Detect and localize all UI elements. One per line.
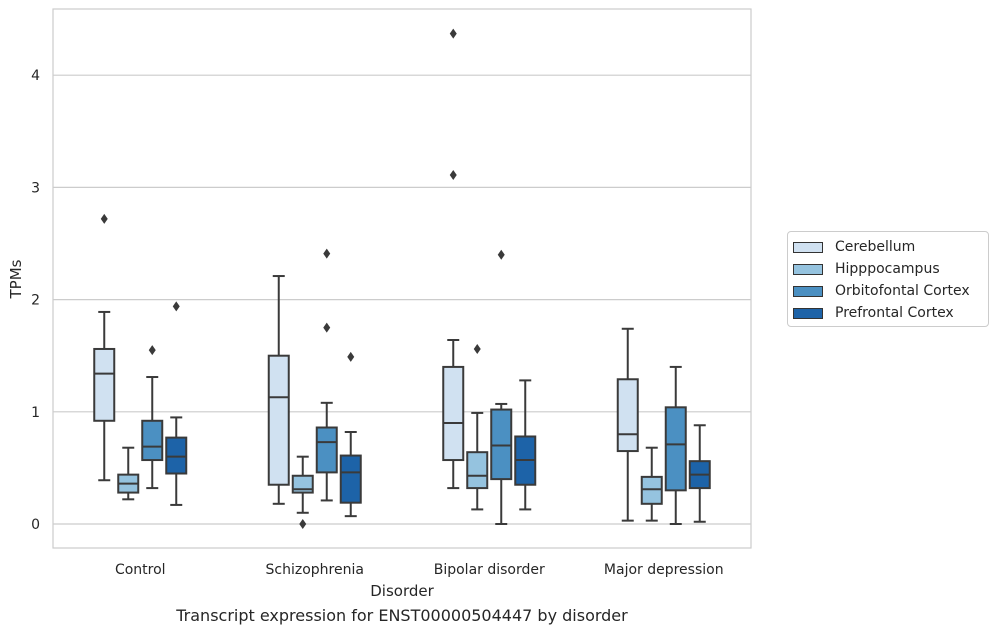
box-iqr: [315, 426, 338, 474]
box-prefrontal-cortex: [339, 351, 362, 518]
box-hipppocampus: [117, 446, 140, 501]
legend-item: Orbitofontal Cortex: [793, 280, 988, 302]
outlier-marker: [100, 213, 108, 224]
x-axis-label: Disorder: [370, 582, 434, 600]
box-iqr: [267, 354, 290, 486]
box-iqr: [141, 419, 164, 462]
box-hipppocampus: [640, 446, 663, 522]
outlier-marker: [323, 248, 331, 259]
x-tick-labels: Control Schizophrenia Bipolar disorder Majo…: [115, 562, 724, 578]
outlier-marker: [497, 249, 505, 260]
legend-item: Hipppocampus: [793, 258, 988, 280]
box-orbitofontal-cortex: [141, 345, 164, 490]
x-tick-label: Schizophrenia: [266, 562, 364, 578]
outlier-marker: [347, 351, 355, 362]
box-hipppocampus: [291, 455, 314, 529]
outlier-marker: [323, 322, 331, 333]
x-tick-label: Bipolar disorder: [434, 562, 545, 578]
plot-frame: [52, 8, 752, 549]
legend-label: Cerebellum: [835, 239, 916, 255]
box-cerebellum: [442, 28, 465, 490]
x-tick-label: Major depression: [604, 562, 724, 578]
box-iqr: [466, 451, 489, 490]
outlier-marker: [148, 345, 156, 356]
y-tick-label: 4: [31, 68, 40, 84]
y-axis-label: TPMs: [7, 259, 25, 299]
y-tick-label: 0: [31, 517, 40, 533]
legend-item: Cerebellum: [793, 236, 988, 258]
x-tick-label: Control: [115, 562, 166, 578]
box-prefrontal-cortex: [514, 379, 537, 511]
box-prefrontal-cortex: [165, 301, 188, 506]
y-tick-labels: 0 1 2 3 4: [31, 68, 40, 533]
legend-label: Prefrontal Cortex: [835, 305, 954, 321]
outlier-marker: [299, 519, 307, 529]
box-iqr: [165, 436, 188, 475]
legend-label: Hipppocampus: [835, 261, 940, 277]
box-iqr: [490, 408, 513, 481]
chart-title: Transcript expression for ENST0000050444…: [176, 606, 628, 625]
box-iqr: [339, 454, 362, 504]
legend-swatch: [793, 307, 823, 319]
y-tick-label: 3: [31, 180, 40, 196]
box-cerebellum: [93, 213, 116, 482]
outlier-marker: [473, 343, 481, 354]
outlier-marker: [172, 301, 180, 312]
legend-swatch: [793, 285, 823, 297]
box-orbitofontal-cortex: [315, 248, 338, 502]
box-iqr: [616, 378, 639, 453]
box-iqr: [93, 347, 116, 422]
legend: Cerebellum Hipppocampus Orbitofontal Corte…: [787, 231, 989, 327]
outlier-marker: [449, 28, 457, 39]
box-iqr: [442, 365, 465, 462]
y-tick-label: 2: [31, 293, 40, 309]
box-cerebellum: [616, 327, 639, 522]
box-orbitofontal-cortex: [490, 249, 513, 525]
legend-swatch: [793, 241, 823, 253]
legend-item: Prefrontal Cortex: [793, 302, 988, 324]
box-prefrontal-cortex: [688, 424, 711, 523]
legend-label: Orbitofontal Cortex: [835, 283, 970, 299]
y-tick-label: 1: [31, 405, 40, 421]
box-orbitofontal-cortex: [664, 365, 687, 525]
legend-swatch: [793, 263, 823, 275]
box-groups: [93, 28, 711, 529]
box-iqr: [640, 475, 663, 505]
box-cerebellum: [267, 275, 290, 505]
box-hipppocampus: [466, 343, 489, 511]
box-iqr: [664, 406, 687, 492]
outlier-marker: [449, 170, 457, 181]
